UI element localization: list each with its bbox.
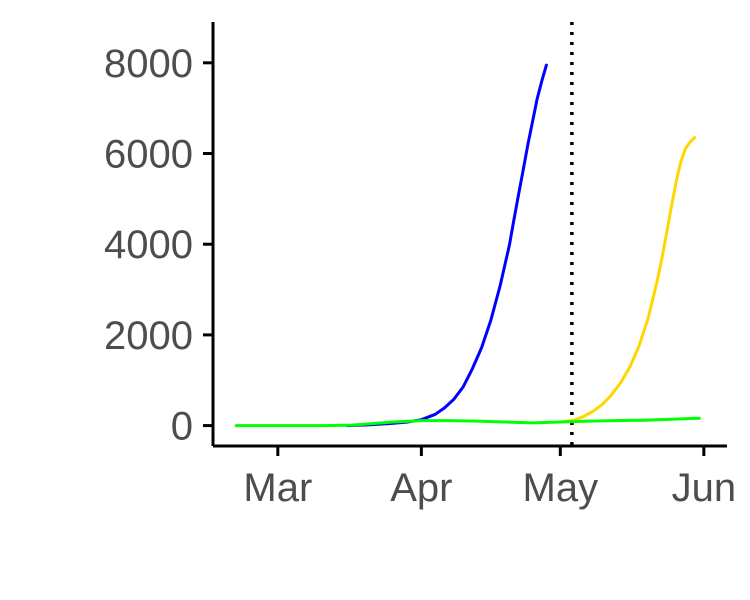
x-tick-label: Apr (390, 466, 452, 510)
y-tick-label: 0 (171, 405, 193, 449)
y-tick-label: 4000 (104, 223, 193, 267)
y-tick-label: 6000 (104, 133, 193, 177)
x-axis-ticks: Mar Apr May Jun (243, 446, 736, 510)
y-tick-label: 8000 (104, 42, 193, 86)
series-line-yellow (563, 136, 697, 423)
x-tick-label: Jun (672, 466, 737, 510)
y-tick-label: 2000 (104, 314, 193, 358)
x-tick-label: May (523, 466, 599, 510)
x-tick-label: Mar (243, 466, 312, 510)
y-axis-ticks: 0 2000 4000 6000 8000 (104, 42, 213, 449)
series-line-blue (345, 63, 548, 428)
series-line-green (234, 416, 701, 428)
series-layer (234, 63, 701, 428)
